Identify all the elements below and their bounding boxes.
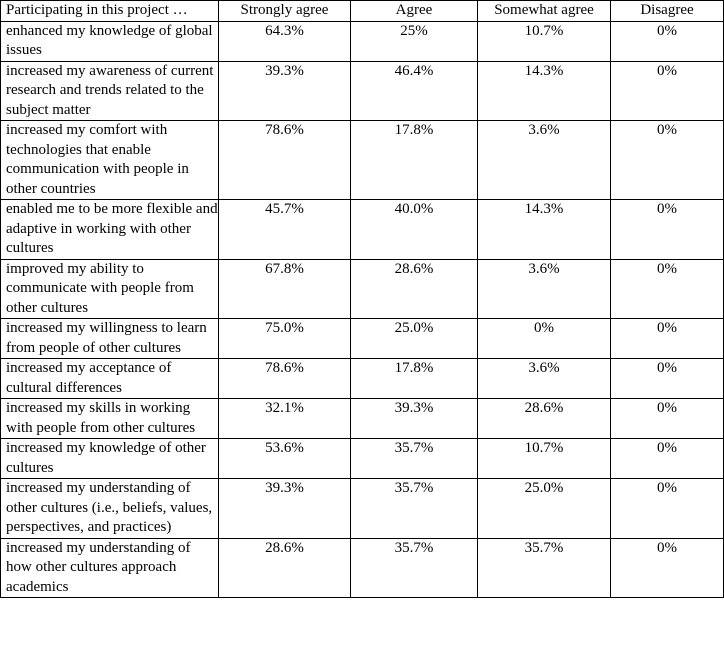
table-row: increased my skills in working with peop… (0, 398, 724, 439)
cell-strongly-agree: 39.3% (218, 60, 351, 121)
cell-disagree: 0% (610, 398, 724, 439)
cell-disagree: 0% (610, 60, 724, 121)
cell-somewhat-agree: 35.7% (477, 537, 611, 598)
cell-disagree: 0% (610, 358, 724, 399)
table-row: increased my knowledge of other cultures… (0, 438, 724, 479)
table-row: increased my understanding of how other … (0, 537, 724, 598)
table-row: enabled me to be more flexible and adapt… (0, 199, 724, 260)
header-somewhat-agree: Somewhat agree (477, 0, 611, 22)
cell-strongly-agree: 75.0% (218, 318, 351, 359)
cell-statement: increased my comfort with technologies t… (0, 120, 219, 200)
cell-somewhat-agree: 14.3% (477, 60, 611, 121)
cell-statement: enhanced my knowledge of global issues (0, 20, 219, 62)
table-row: increased my awareness of current resear… (0, 60, 724, 121)
cell-somewhat-agree: 28.6% (477, 398, 611, 439)
header-statement: Participating in this project … (0, 0, 219, 22)
cell-disagree: 0% (610, 120, 724, 200)
cell-agree: 35.7% (350, 438, 478, 479)
cell-agree: 17.8% (350, 358, 478, 399)
table-row: enhanced my knowledge of global issues 64… (0, 20, 724, 62)
table-row: increased my comfort with technologies t… (0, 120, 724, 200)
cell-strongly-agree: 64.3% (218, 20, 351, 62)
table-row: increased my willingness to learn from p… (0, 318, 724, 359)
cell-statement: increased my willingness to learn from p… (0, 318, 219, 359)
cell-agree: 39.3% (350, 398, 478, 439)
cell-strongly-agree: 45.7% (218, 199, 351, 260)
cell-agree: 46.4% (350, 60, 478, 121)
cell-disagree: 0% (610, 199, 724, 260)
header-disagree: Disagree (610, 0, 724, 22)
cell-strongly-agree: 78.6% (218, 358, 351, 399)
cell-agree: 28.6% (350, 258, 478, 319)
cell-statement: increased my understanding of how other … (0, 537, 219, 598)
cell-disagree: 0% (610, 478, 724, 539)
cell-agree: 35.7% (350, 537, 478, 598)
cell-disagree: 0% (610, 438, 724, 479)
header-strongly-agree: Strongly agree (218, 0, 351, 22)
cell-disagree: 0% (610, 20, 724, 62)
cell-agree: 40.0% (350, 199, 478, 260)
table-header: Participating in this project … Strongly… (0, 0, 724, 22)
cell-somewhat-agree: 10.7% (477, 20, 611, 62)
cell-strongly-agree: 32.1% (218, 398, 351, 439)
cell-somewhat-agree: 25.0% (477, 478, 611, 539)
cell-somewhat-agree: 3.6% (477, 258, 611, 319)
survey-results-table: Participating in this project … Strongly… (0, 0, 724, 598)
cell-somewhat-agree: 3.6% (477, 120, 611, 200)
cell-disagree: 0% (610, 537, 724, 598)
cell-somewhat-agree: 0% (477, 318, 611, 359)
cell-statement: enabled me to be more flexible and adapt… (0, 199, 219, 260)
cell-strongly-agree: 39.3% (218, 478, 351, 539)
cell-disagree: 0% (610, 258, 724, 319)
cell-strongly-agree: 67.8% (218, 258, 351, 319)
table-row: increased my understanding of other cult… (0, 478, 724, 539)
cell-statement: increased my knowledge of other cultures (0, 438, 219, 479)
cell-disagree: 0% (610, 318, 724, 359)
cell-statement: improved my ability to communicate with … (0, 258, 219, 319)
cell-strongly-agree: 78.6% (218, 120, 351, 200)
table-body: enhanced my knowledge of global issues 64… (0, 20, 724, 598)
header-agree: Agree (350, 0, 478, 22)
cell-statement: increased my awareness of current resear… (0, 60, 219, 121)
cell-somewhat-agree: 3.6% (477, 358, 611, 399)
table-row: improved my ability to communicate with … (0, 258, 724, 319)
cell-agree: 25.0% (350, 318, 478, 359)
cell-somewhat-agree: 14.3% (477, 199, 611, 260)
header-row: Participating in this project … Strongly… (0, 0, 724, 22)
cell-statement: increased my acceptance of cultural diff… (0, 358, 219, 399)
cell-agree: 17.8% (350, 120, 478, 200)
cell-strongly-agree: 53.6% (218, 438, 351, 479)
cell-strongly-agree: 28.6% (218, 537, 351, 598)
table-row: increased my acceptance of cultural diff… (0, 358, 724, 399)
cell-agree: 25% (350, 20, 478, 62)
cell-agree: 35.7% (350, 478, 478, 539)
cell-somewhat-agree: 10.7% (477, 438, 611, 479)
cell-statement: increased my understanding of other cult… (0, 478, 219, 539)
cell-statement: increased my skills in working with peop… (0, 398, 219, 439)
